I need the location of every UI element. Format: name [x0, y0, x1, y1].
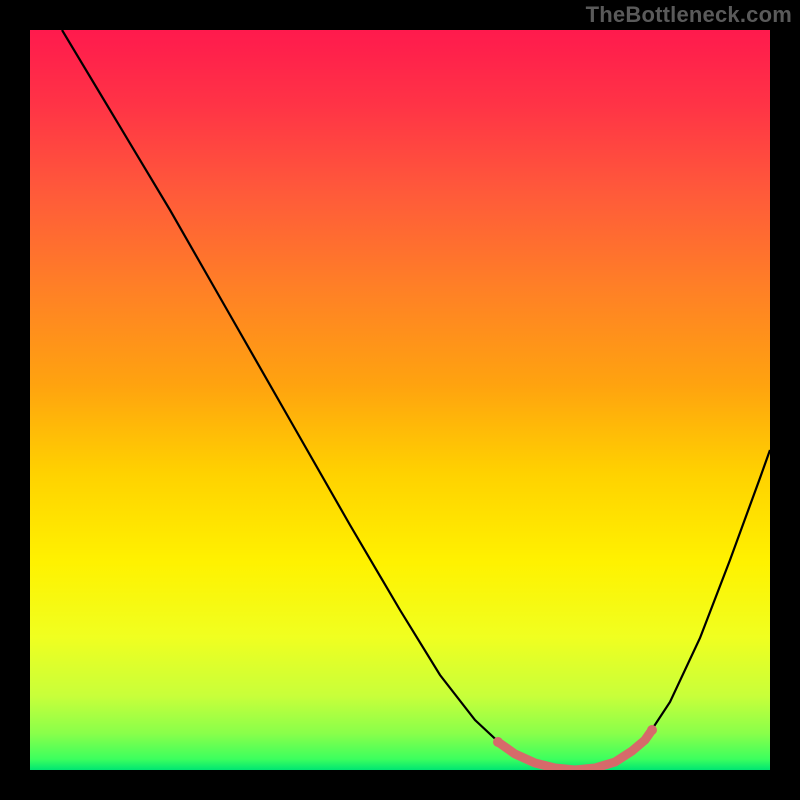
chart-container: TheBottleneck.com: [0, 0, 800, 800]
plot-area: [30, 30, 770, 770]
optimal-zone-highlight: [498, 730, 652, 770]
watermark-text: TheBottleneck.com: [586, 2, 792, 28]
highlight-endpoint-right: [647, 725, 657, 735]
curve-layer: [30, 30, 770, 770]
bottleneck-curve: [62, 30, 770, 770]
highlight-endpoint-left: [493, 737, 503, 747]
